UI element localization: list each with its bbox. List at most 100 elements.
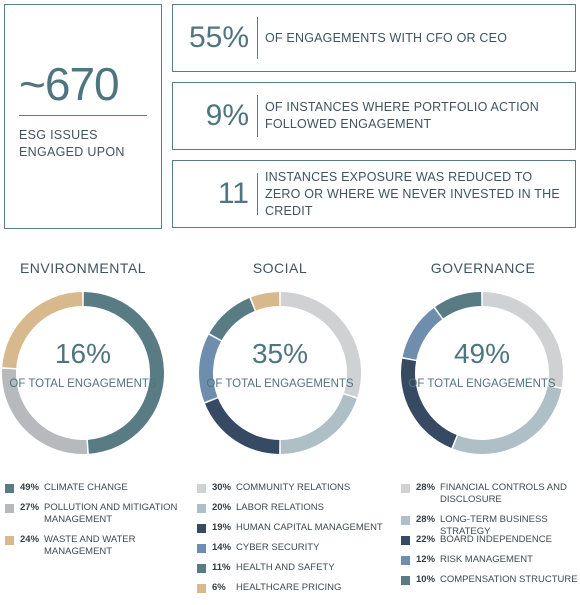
legend-value: 22% [416,534,436,545]
social-donut-chart: 35% OF TOTAL ENGAGEMENTS [197,290,363,456]
legend-item-compensation-structure: 10% COMPENSATION STRUCTURE [401,574,580,586]
summary-divider [19,115,147,116]
legend-label: CYBER SECURITY [236,542,320,553]
governance-title: GOVERNANCE [430,260,536,276]
legend-swatch [5,536,14,545]
legend-value: 10% [416,574,436,585]
governance-donut-chart: 49% OF TOTAL ENGAGEMENTS [399,290,565,456]
legend-item-financial-controls-and-disclosure: 28% FINANCIAL CONTROLS AND DISCLOSURE [401,482,580,506]
social-center-label: OF TOTAL ENGAGEMENTS [206,378,354,390]
legend-label: LONG-TERM BUSINESS STRATEGY [440,514,548,537]
stat-value: 9% [205,99,249,132]
legend-swatch [401,536,410,545]
donut-segment-board-independence [401,358,457,448]
issues-engaged-number: ~670 [19,58,120,110]
legend-value: 20% [212,502,232,513]
legend-swatch [197,564,206,573]
legend-value: 49% [20,482,40,493]
legend-item-board-independence: 22% BOARD INDEPENDENCE [401,534,580,546]
legend-item-labor-relations: 20% LABOR RELATIONS [197,502,387,514]
legend-label: RISK MANAGEMENT [440,554,533,565]
legend-value: 28% [416,514,436,525]
donut-segment-waste-and-water-management [2,292,83,369]
stat-text: OF INSTANCES WHERE PORTFOLIO ACTION FOLL… [265,100,539,131]
legend-swatch [401,484,410,493]
legend-value: 6% [212,582,226,593]
legend-swatch [5,484,14,493]
legend-swatch [401,556,410,565]
donut-segment-financial-controls-and-disclosure [482,292,563,388]
legend-swatch [401,516,410,525]
legend-label: HEALTH AND SAFETY [236,562,335,573]
legend-value: 12% [416,554,436,565]
legend-swatch [197,484,206,493]
stat-divider [257,95,258,137]
legend-label: COMMUNITY RELATIONS [236,482,351,493]
legend-label: FINANCIAL CONTROLS AND DISCLOSURE [440,482,567,505]
legend-label: COMPENSATION STRUCTURE [440,574,578,585]
social-legend: 30% COMMUNITY RELATIONS 20% LABOR RELATIONS… [197,482,387,602]
legend-item-climate-change: 49% CLIMATE CHANGE [5,482,195,494]
stat-box-portfolio-action: 9% OF INSTANCES WHERE PORTFOLIO ACTION F… [172,82,576,150]
legend-item-cyber-security: 14% CYBER SECURITY [197,542,387,554]
legend-swatch [5,504,14,513]
donut-segment-health-and-safety [209,298,255,341]
stat-text: OF ENGAGEMENTS WITH CFO OR CEO [265,30,508,45]
donut-segment-cyber-security [199,334,221,403]
social-center-value: 35% [251,338,309,369]
legend-swatch [197,544,206,553]
summary-box: ~670 ESG ISSUES ENGAGED UPON [4,4,162,229]
stat-value: 11 [217,177,249,210]
legend-item-community-relations: 30% COMMUNITY RELATIONS [197,482,387,494]
stat-box-cfo-ceo: 55% OF ENGAGEMENTS WITH CFO OR CEO [172,4,576,72]
legend-item-human-capital-management: 19% HUMAN CAPITAL MANAGEMENT [197,522,387,534]
environmental-donut-svg [2,292,164,454]
governance-legend: 28% FINANCIAL CONTROLS AND DISCLOSURE 28% L… [401,482,579,602]
environmental-title: ENVIRONMENTAL [19,260,147,276]
donut-segment-community-relations [280,292,361,398]
legend-value: 24% [20,534,40,545]
environmental-legend: 49% CLIMATE CHANGE 27% POLLUTION AND MITIGA… [5,482,195,602]
stat-value: 55% [188,21,249,54]
donut-segment-pollution-and-mitigation-management [2,368,88,454]
environmental-donut-chart: 16% OF TOTAL ENGAGEMENTS [0,290,166,456]
legend-label: WASTE AND WATER MANAGEMENT [44,534,136,557]
legend-value: 27% [20,502,40,513]
legend-item-healthcare-pricing: 6% HEALTHCARE PRICING [197,582,387,594]
legend-value: 19% [212,522,232,533]
stat-divider [257,173,258,215]
legend-swatch [197,524,206,533]
governance-center-label: OF TOTAL ENGAGEMENTS [408,378,556,390]
social-donut-svg [199,292,361,454]
donut-segment-risk-management [402,307,443,360]
donut-segment-long-term-business-strategy [452,386,562,454]
legend-label: HEALTHCARE PRICING [236,582,342,593]
legend-label: BOARD INDEPENDENCE [440,534,552,545]
stat-box-exposure-reduced: 11 INSTANCES EXPOSURE WAS REDUCED TO ZER… [172,160,576,228]
legend-item-long-term-business-strategy: 28% LONG-TERM BUSINESS STRATEGY [401,514,580,538]
donut-segment-climate-change [83,292,164,454]
legend-label: POLLUTION AND MITIGATION MANAGEMENT [44,502,178,525]
governance-center-value: 49% [453,338,511,369]
donut-segment-compensation-structure [435,292,482,319]
legend-value: 28% [416,482,436,493]
legend-label: CLIMATE CHANGE [44,482,128,493]
legend-item-waste-and-water-management: 24% WASTE AND WATER MANAGEMENT [5,534,195,558]
legend-swatch [197,584,206,593]
donut-segment-healthcare-pricing [250,292,280,311]
governance-donut-svg [401,292,563,454]
legend-swatch [401,576,410,585]
legend-label: HUMAN CAPITAL MANAGEMENT [236,522,383,533]
issues-engaged-label: ESG ISSUES ENGAGED UPON [19,128,125,159]
legend-swatch [197,504,206,513]
social-title: SOCIAL [252,260,308,276]
legend-item-pollution-and-mitigation-management: 27% POLLUTION AND MITIGATION MANAGEMENT [5,502,195,526]
stat-text: INSTANCES EXPOSURE WAS REDUCED TO ZERO O… [265,169,560,218]
legend-label: LABOR RELATIONS [236,502,324,513]
legend-value: 11% [212,562,231,573]
legend-value: 14% [212,542,232,553]
donut-segment-labor-relations [280,394,357,454]
stat-divider [257,17,258,59]
environmental-center-label: OF TOTAL ENGAGEMENTS [9,378,157,390]
legend-value: 30% [212,482,232,493]
